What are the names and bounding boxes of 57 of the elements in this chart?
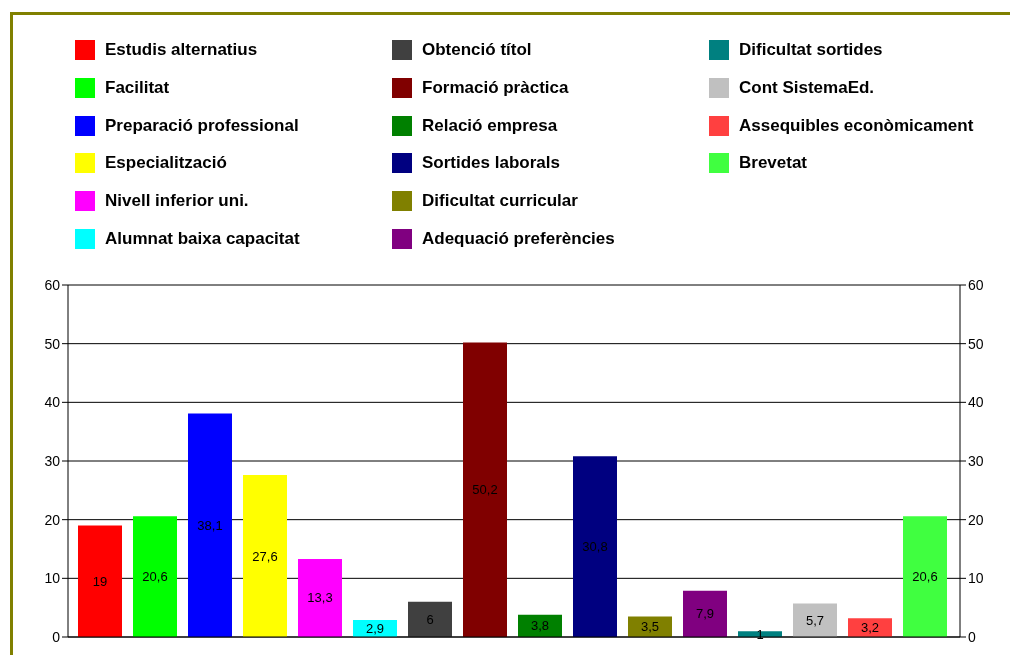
y2-tick-label: 40 <box>968 394 984 411</box>
y-tick-label: 0 <box>52 628 61 645</box>
data-label: 13,3 <box>307 590 333 606</box>
bar <box>133 516 177 637</box>
bar <box>793 603 837 637</box>
y-tick-label: 40 <box>44 394 61 411</box>
data-label: 50,2 <box>472 482 498 498</box>
legend-label: Estudis alternatius <box>105 40 258 60</box>
data-label: 27,6 <box>252 548 278 564</box>
y-tick-label: 10 <box>44 570 61 587</box>
y2-tick-label: 60 <box>968 276 984 293</box>
legend-label: Dificultat sortides <box>739 40 883 60</box>
y2-tick-label: 10 <box>968 570 984 587</box>
y-tick-label: 50 <box>44 335 61 352</box>
data-label: 3,2 <box>860 620 880 636</box>
y-tick-label: 30 <box>44 452 61 469</box>
bar <box>463 342 507 637</box>
legend-label: Obtenció títol <box>422 40 532 60</box>
y2-tick-label: 20 <box>968 511 984 528</box>
bar <box>683 590 727 637</box>
data-label: 38,1 <box>197 517 223 533</box>
data-label: 7,9 <box>695 606 715 622</box>
bar <box>573 456 617 637</box>
data-label: 5,7 <box>805 612 825 628</box>
y2-tick-label: 50 <box>968 335 984 352</box>
data-label: 19 <box>92 573 108 589</box>
legend-label: Adequació preferències <box>422 229 615 249</box>
y2-tick-label: 30 <box>968 452 984 469</box>
bar <box>298 558 342 637</box>
data-label: 1 <box>756 626 764 642</box>
bar <box>243 475 287 637</box>
bar <box>78 525 122 637</box>
bar <box>408 601 452 637</box>
y-tick-label: 60 <box>44 276 61 293</box>
legend-label: Dificultat curricular <box>422 191 578 212</box>
legend-label: Preparació professional <box>105 115 299 136</box>
y-tick-label: 20 <box>44 511 61 528</box>
legend-label: Especialització <box>105 153 227 174</box>
legend-label: Facilitat <box>105 77 170 98</box>
legend-label: Sortides laborals <box>422 153 560 174</box>
data-label: 20,6 <box>142 569 168 585</box>
legend-label: Formació pràctica <box>422 77 569 98</box>
legend-label: Relació empresa <box>422 115 558 136</box>
legend-label: Nivell inferior uni. <box>105 191 249 212</box>
data-label: 3,8 <box>530 618 550 634</box>
bar <box>188 413 232 637</box>
data-label: 20,6 <box>912 569 938 585</box>
legend-label: Cont SistemaEd. <box>739 77 875 98</box>
legend-label: Brevetat <box>739 153 808 174</box>
legend-label: Alumnat baixa capacitat <box>105 229 300 249</box>
y2-tick-label: 0 <box>968 628 976 645</box>
data-label: 6 <box>426 611 434 627</box>
data-label: 3,5 <box>640 619 660 635</box>
data-label: 2,9 <box>365 620 385 636</box>
bar <box>903 516 947 637</box>
legend-label: Assequibles econòmicament <box>739 115 974 136</box>
data-label: 30,8 <box>582 539 608 555</box>
